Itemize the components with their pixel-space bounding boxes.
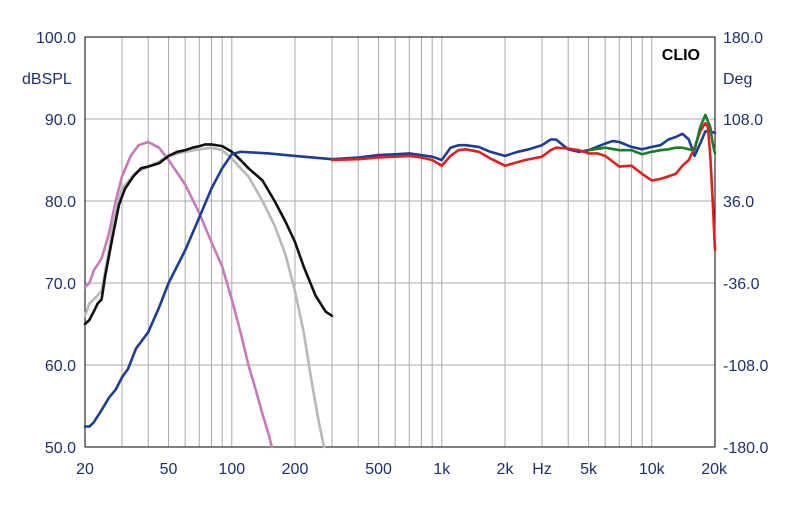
x-axis-tick-label: 100 xyxy=(218,461,245,478)
left-axis-unit: dBSPL xyxy=(22,71,72,88)
left-axis-tick-label: 80.0 xyxy=(45,194,76,211)
right-axis-tick-label: 108.0 xyxy=(723,112,763,129)
series-line-6 xyxy=(587,113,717,156)
left-axis-tick-label: 70.0 xyxy=(45,276,76,293)
left-axis-tick-label: 100.0 xyxy=(36,30,76,47)
left-axis-tick-label: 90.0 xyxy=(45,112,76,129)
right-axis-tick-label: -180.0 xyxy=(723,440,768,457)
right-axis-tick-label: -36.0 xyxy=(723,276,760,293)
right-axis-unit: Deg xyxy=(723,71,752,88)
x-axis-tick-label: 10k xyxy=(639,461,666,478)
axis-labels: dBSPL Deg CLIO 100.0 90.0 80.0 70.0 60.0 50.0… xyxy=(22,30,768,478)
x-axis-tick-label: 2k xyxy=(497,461,515,478)
x-axis-tick-label: 20k xyxy=(701,461,728,478)
x-axis-tick-label: 200 xyxy=(282,461,309,478)
x-axis-tick-label: 500 xyxy=(365,461,392,478)
x-axis-tick-label: 1k xyxy=(433,461,451,478)
x-axis-tick-label: 50 xyxy=(160,461,178,478)
right-axis-tick-label: 36.0 xyxy=(723,194,754,211)
right-axis-tick-label: 180.0 xyxy=(723,30,763,47)
x-axis-tick-label: 5k xyxy=(580,461,598,478)
clio-brand-label: CLIO xyxy=(662,47,700,64)
series-line-2 xyxy=(83,146,326,449)
series-line-3 xyxy=(83,143,334,326)
series-line-5 xyxy=(330,121,717,252)
grid-lines xyxy=(85,37,715,447)
series-line-1 xyxy=(83,140,274,449)
right-axis-tick-label: -108.0 xyxy=(723,358,768,375)
series-line-4 xyxy=(83,130,717,428)
x-axis-tick-label: 20 xyxy=(76,461,94,478)
series-layer xyxy=(83,113,717,449)
x-axis-tick-label: Hz xyxy=(532,461,552,478)
left-axis-tick-label: 60.0 xyxy=(45,358,76,375)
left-axis-tick-label: 50.0 xyxy=(45,440,76,457)
